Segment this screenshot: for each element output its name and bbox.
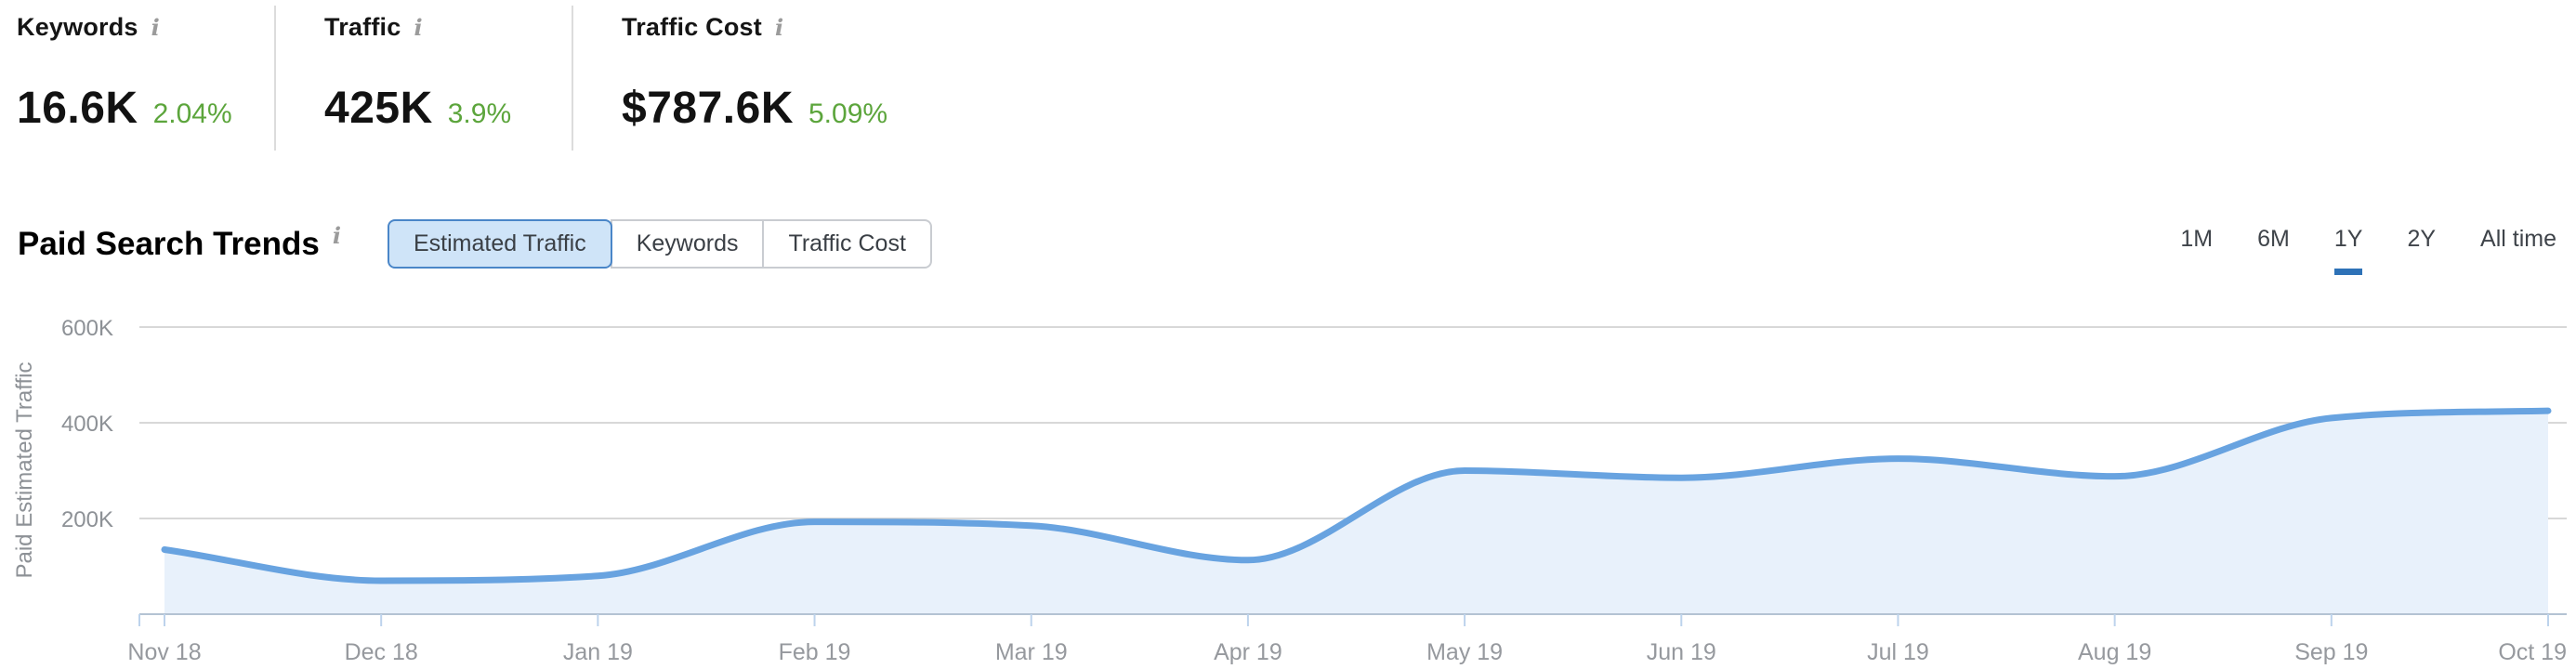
range-1y[interactable]: 1Y [2333,222,2365,275]
x-tick-label: Jul 19 [1867,639,1929,665]
y-axis-title: Paid Estimated Traffic [12,362,37,579]
x-tick-label: Mar 19 [995,639,1068,665]
toggle-keywords[interactable]: Keywords [610,219,765,269]
metric-label: Traffic [324,13,401,41]
estimated-traffic-line [161,407,2552,584]
section-header: Paid Search Trends i Estimated Traffic K… [0,219,2576,275]
metric-toggle-group: Estimated Traffic Keywords Traffic Cost [388,219,932,269]
range-label: 1Y [2333,226,2363,252]
range-all-time[interactable]: All time [2480,226,2556,252]
metric-value-row: 16.6K 2.04% [17,83,246,134]
y-tick-label: 200K [61,507,113,532]
metric-traffic: Traffic i 425K 3.9% [274,6,572,151]
active-range-underline [2334,269,2363,275]
metric-label: Traffic Cost [622,13,762,41]
section-title: Paid Search Trends [18,225,320,262]
metric-value-row: $787.6K 5.09% [622,83,887,134]
metric-label-row: Keywords i [17,13,246,42]
range-6m[interactable]: 6M [2257,226,2290,252]
axis-labels-group: 600K 400K 200K Nov 18 Dec 18 Jan 19 Feb 19 Mar … [12,316,2567,665]
range-2y[interactable]: 2Y [2407,226,2437,252]
range-1m[interactable]: 1M [2180,226,2214,252]
metric-value: 16.6K [17,84,138,133]
x-tick-label: Jan 19 [563,639,633,665]
metric-change-badge: 2.04% [152,98,232,129]
axes-group [138,613,2567,626]
metrics-summary-row: Keywords i 16.6K 2.04% Traffic i 425K 3.… [0,6,915,151]
metric-label-row: Traffic Cost i [622,13,887,42]
x-tick-label: Feb 19 [779,639,851,665]
series-group [161,407,2552,614]
trend-chart-svg[interactable]: 600K 400K 200K Nov 18 Dec 18 Jan 19 Feb 19 Mar … [0,307,2576,669]
info-icon[interactable]: i [414,14,423,41]
info-icon[interactable]: i [332,222,341,249]
x-tick-label: Oct 19 [2498,639,2567,665]
metric-label-row: Traffic i [324,13,544,42]
metric-change-badge: 3.9% [447,98,512,129]
x-tick-label: Aug 19 [2078,639,2151,665]
x-tick-label: Dec 18 [345,639,418,665]
paid-search-trends-chart: 600K 400K 200K Nov 18 Dec 18 Jan 19 Feb 19 Mar … [0,307,2576,669]
metric-traffic-cost: Traffic Cost i $787.6K 5.09% [572,6,915,151]
metric-value: $787.6K [622,84,794,133]
y-tick-label: 400K [61,412,113,437]
metric-keywords: Keywords i 16.6K 2.04% [0,6,274,151]
metric-change-badge: 5.09% [808,98,888,129]
metric-value-row: 425K 3.9% [324,83,544,134]
toggle-traffic-cost[interactable]: Traffic Cost [762,219,932,269]
info-icon[interactable]: i [774,14,784,41]
metric-value: 425K [324,84,433,133]
toggle-estimated-traffic[interactable]: Estimated Traffic [388,219,612,269]
info-icon[interactable]: i [151,14,160,41]
x-tick-label: May 19 [1426,639,1503,665]
date-range-selector: 1M 6M 1Y 2Y All time [2178,222,2558,275]
x-tick-label: Sep 19 [2294,639,2368,665]
metric-label: Keywords [17,13,138,41]
x-tick-label: Jun 19 [1647,639,1716,665]
x-tick-label: Nov 18 [127,639,201,665]
y-tick-label: 600K [61,316,113,341]
x-tick-label: Apr 19 [1214,639,1282,665]
